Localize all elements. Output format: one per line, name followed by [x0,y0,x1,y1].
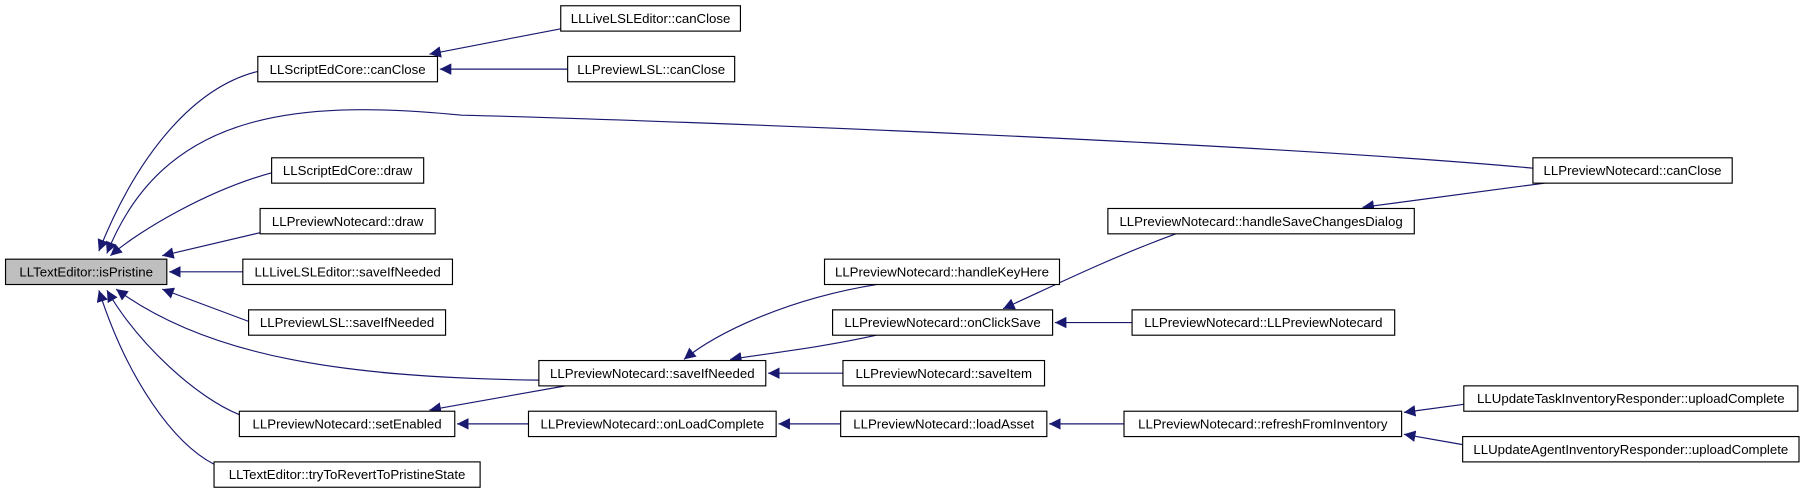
node-box[interactable] [248,309,447,336]
node-label: LLScriptEdCore::canClose [270,62,426,77]
node-label: LLTextEditor::tryToRevertToPristineState [229,467,466,482]
node-label: LLPreviewNotecard::saveItem [855,366,1032,381]
node-label: LLPreviewNotecard::refreshFromInventory [1138,417,1388,432]
node-box[interactable] [567,55,736,83]
node-box[interactable] [1463,385,1799,412]
edge [729,334,877,364]
node-box[interactable] [213,461,481,488]
node-label: LLPreviewNotecard::handleSaveChangesDial… [1119,214,1402,229]
node-box[interactable] [842,359,1046,387]
edge [1002,233,1177,310]
node-label: LLLiveLSLEditor::canClose [571,11,731,26]
node-label: LLLiveLSLEditor::saveIfNeeded [255,264,441,279]
node-box[interactable] [840,410,1048,438]
node-box[interactable] [1123,410,1403,438]
node-box[interactable] [832,309,1054,336]
node-box[interactable] [1107,207,1415,235]
node-label: LLTextEditor::isPristine [19,264,153,279]
node-label: LLPreviewNotecard::draw [272,214,424,229]
node-label: LLUpdateAgentInventoryResponder::uploadC… [1473,442,1788,457]
edge [683,283,877,360]
node-box[interactable] [1462,435,1800,463]
edge [106,289,240,416]
edge [162,232,261,259]
node-label: LLPreviewNotecard::loadAsset [853,417,1034,432]
node-box[interactable] [823,258,1061,286]
edge [1362,182,1545,212]
node-box[interactable] [259,207,436,235]
node-label: LLPreviewNotecard::LLPreviewNotecard [1144,315,1382,330]
edge [161,287,249,322]
node-label: LLPreviewNotecard::onLoadComplete [540,417,764,432]
node-label: LLPreviewNotecard::setEnabled [253,417,442,432]
node-label: LLPreviewNotecard::handleKeyHere [835,264,1049,279]
node-box[interactable] [4,258,168,286]
node-box[interactable] [257,55,439,83]
edge [429,385,566,414]
node-box[interactable] [238,410,456,438]
edge [96,290,215,465]
edges [96,28,1545,465]
edge [97,70,258,252]
edge [429,28,561,58]
node-box[interactable] [1532,157,1733,184]
node-box[interactable] [271,157,425,184]
edge [1403,403,1464,417]
edge [105,109,1533,254]
node-label: LLPreviewNotecard::onClickSave [844,315,1040,330]
node-box[interactable] [560,5,742,32]
node-box[interactable] [538,359,767,387]
node-box[interactable] [242,258,454,286]
node-box[interactable] [527,410,777,438]
edge [109,172,272,257]
node-label: LLPreviewLSL::saveIfNeeded [260,315,434,330]
node-label: LLPreviewLSL::canClose [577,62,725,77]
nodes: LLTextEditor::isPristine LLScriptEdCore::… [4,5,1800,488]
node-label: LLPreviewNotecard::saveIfNeeded [550,366,755,381]
node-label: LLScriptEdCore::draw [283,163,413,178]
node-label: LLUpdateTaskInventoryResponder::uploadCo… [1477,391,1785,406]
edge [115,288,539,381]
node-label: LLPreviewNotecard::canClose [1544,163,1722,178]
edge [1403,430,1463,446]
node-box[interactable] [1131,309,1396,336]
